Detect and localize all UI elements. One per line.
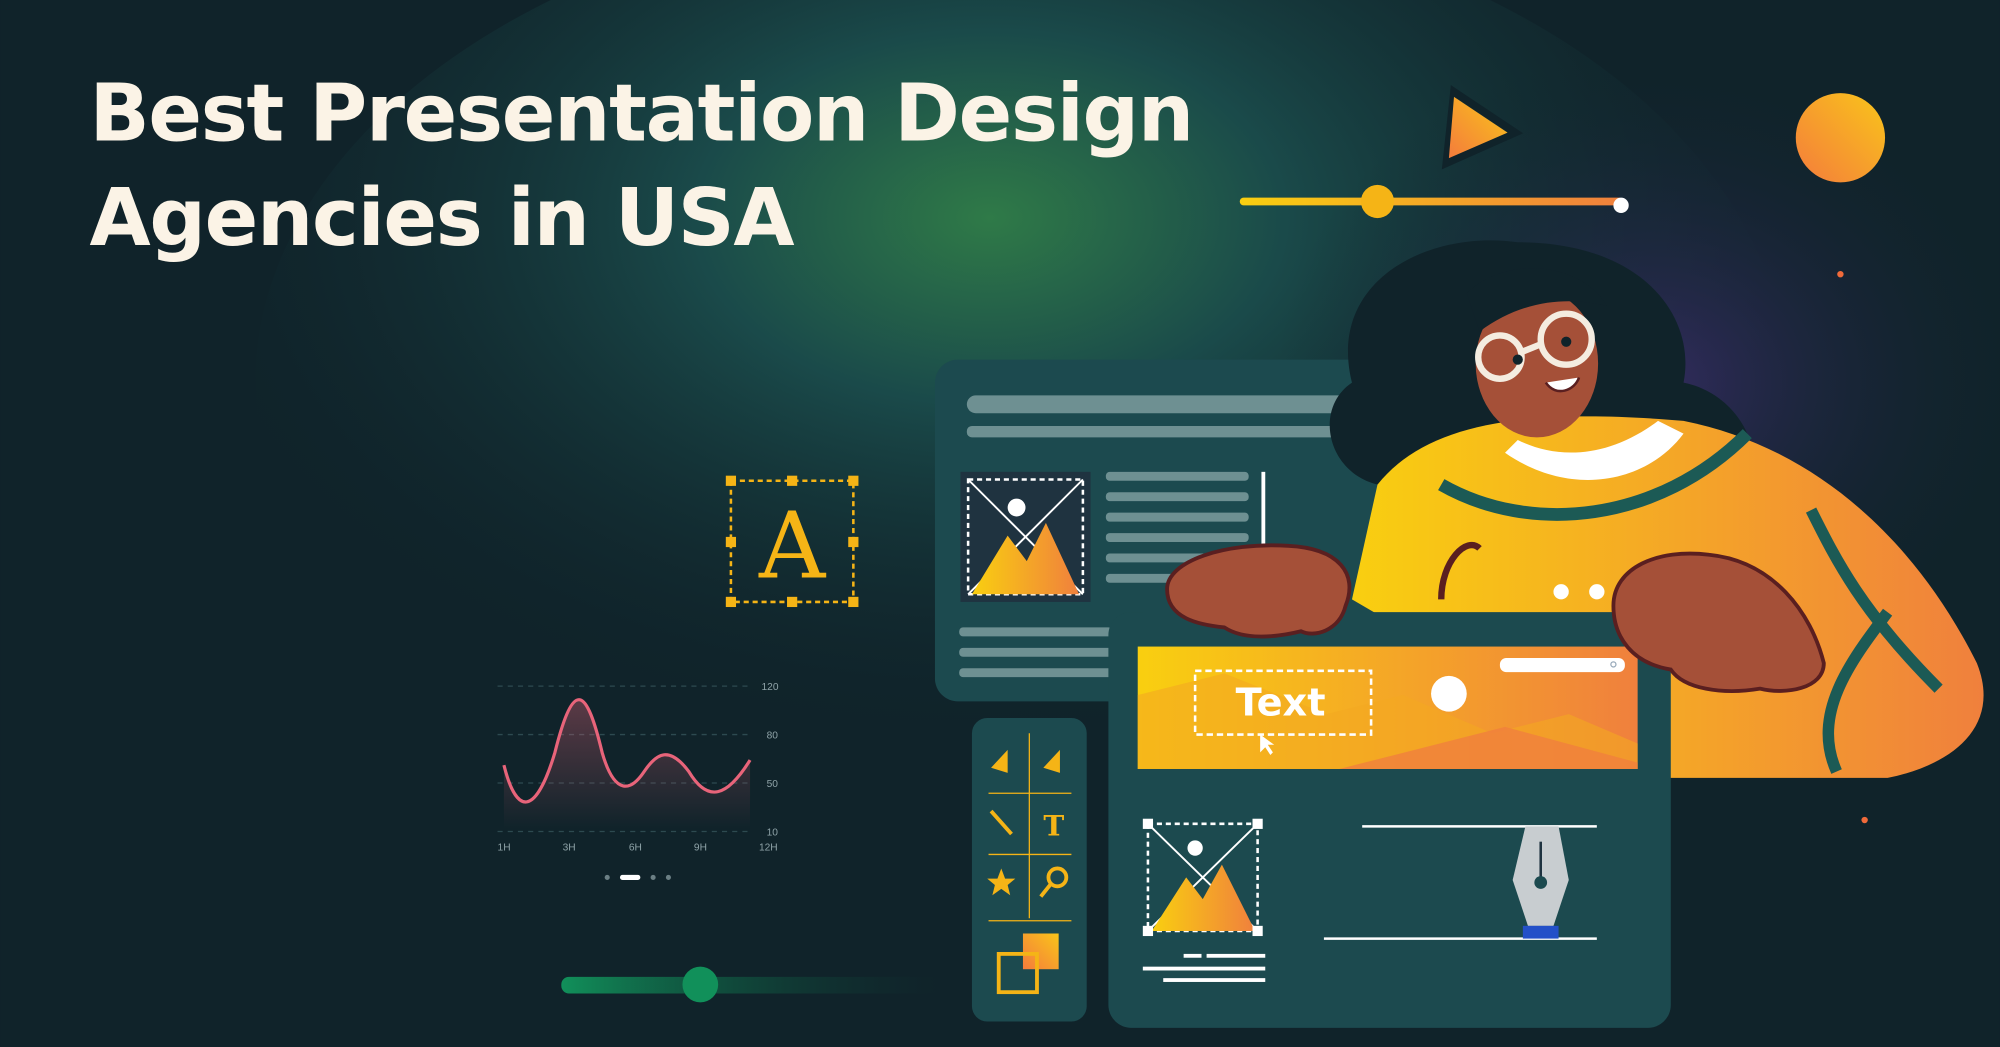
x-tick: 9H <box>694 843 707 854</box>
top-slider[interactable] <box>1239 184 1629 219</box>
text-box-label: Text <box>1236 680 1326 725</box>
text-box-selection[interactable]: Text <box>1193 669 1373 755</box>
direct-select-tool-icon[interactable] <box>1043 749 1060 773</box>
hands <box>1165 543 1826 693</box>
headline-line-1: Best Presentation Design <box>89 67 1192 159</box>
y-tick: 80 <box>767 730 779 741</box>
x-tick: 1H <box>498 843 511 854</box>
slider-thumb[interactable] <box>1360 184 1395 219</box>
pen-tool-icon <box>1512 826 1569 939</box>
star-tool-icon[interactable] <box>987 868 1016 896</box>
zoom-tool-icon[interactable] <box>1039 866 1069 898</box>
x-tick: 3H <box>563 843 576 854</box>
line-tool-icon[interactable] <box>989 809 1013 836</box>
pagination-dots[interactable] <box>604 874 671 880</box>
text-tool-icon[interactable]: T <box>1043 809 1064 842</box>
slider-thumb[interactable] <box>682 966 719 1003</box>
cursor-icon <box>1260 734 1275 755</box>
x-tick: 6H <box>629 843 642 854</box>
y-tick: 120 <box>762 682 779 693</box>
image-placeholder-icon <box>966 478 1085 596</box>
chart-line <box>502 698 752 804</box>
sun-circle <box>1795 93 1886 183</box>
y-tick: 50 <box>767 779 779 790</box>
banner-image <box>1137 646 1638 769</box>
play-icon <box>1441 85 1524 170</box>
search-bar[interactable] <box>1499 658 1625 673</box>
letter-a: A <box>758 493 827 600</box>
image-placeholder-icon <box>1142 818 1263 937</box>
select-tool-icon[interactable] <box>991 749 1008 773</box>
shapes-tool-icon[interactable] <box>996 933 1059 995</box>
editor-panel: Text <box>1108 612 1671 1028</box>
tool-palette: T <box>971 717 1087 1022</box>
typography-selection: A <box>725 475 859 608</box>
x-tick: 12H <box>759 843 778 854</box>
y-tick: 10 <box>767 827 779 838</box>
bottom-slider[interactable] <box>561 966 939 1003</box>
headline-line-2: Agencies in USA <box>89 172 794 264</box>
search-icon <box>1610 661 1617 668</box>
